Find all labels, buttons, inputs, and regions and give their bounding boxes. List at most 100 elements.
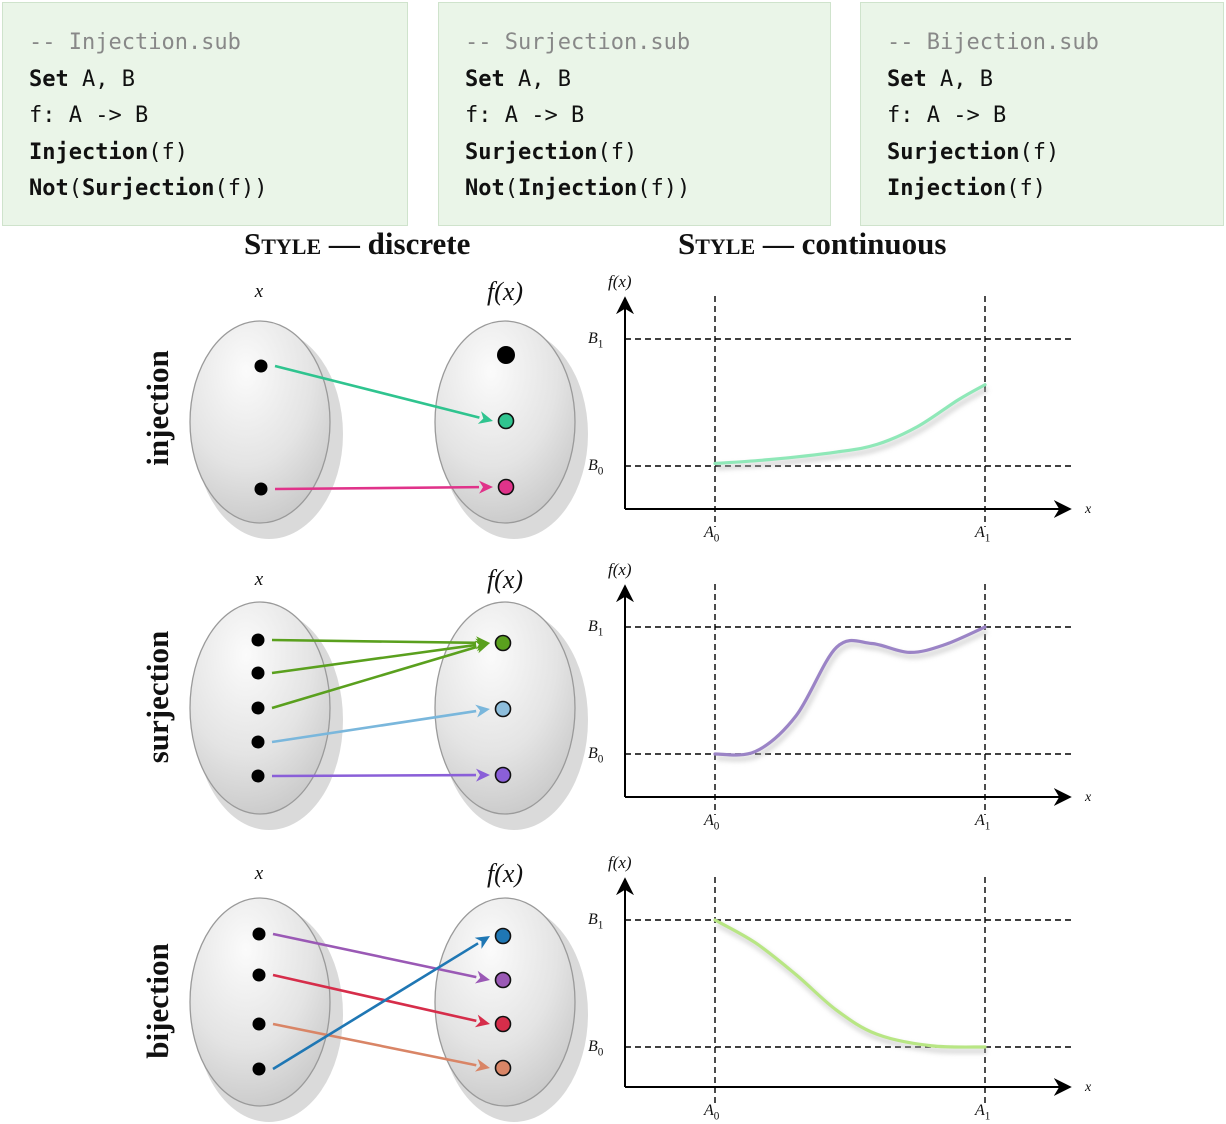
code-line: Set A, B — [465, 66, 571, 92]
a0-label: A0 — [703, 1102, 720, 1122]
mapping-arrow — [271, 773, 477, 778]
mapping-arrow — [274, 485, 480, 491]
domain-point — [252, 1062, 266, 1076]
arrow-head — [474, 970, 490, 984]
row-label: surjection — [140, 631, 175, 764]
codomain-point — [497, 412, 515, 430]
domain-label: x — [254, 569, 264, 590]
code-filename: -- Bijection.sub — [887, 30, 1099, 55]
mapping-arrow — [272, 1022, 477, 1067]
a0-label: A0 — [703, 812, 720, 832]
b1-label: B1 — [588, 618, 603, 638]
function-curve — [713, 625, 987, 757]
curve-shadow — [715, 921, 988, 1055]
mapping-arrow — [271, 709, 477, 744]
arrow-head — [477, 411, 493, 424]
row-bijection: bijection x f(x) f(x) x B1 B0 A0 A1 — [140, 853, 1092, 1122]
codomain-point — [494, 700, 512, 718]
domain-point — [252, 968, 266, 982]
domain-point — [251, 701, 265, 715]
domain-point — [251, 769, 265, 783]
row-surjection: surjection x f(x) f(x) x B1 B0 A0 A1 — [140, 560, 1092, 832]
code-line: f: A -> B — [887, 103, 1007, 128]
code-line: Injection(f) — [29, 139, 188, 165]
codomain-point — [494, 634, 512, 652]
b0-label: B0 — [588, 745, 604, 765]
codomain-point — [494, 1015, 512, 1033]
arrow-head — [474, 1014, 490, 1028]
plot-x-label: x — [1084, 1080, 1092, 1095]
codomain-label: f(x) — [487, 277, 523, 306]
title-continuous: Style — continuous — [678, 226, 947, 261]
codomain-point — [497, 478, 515, 496]
code-line: Set A, B — [29, 66, 135, 92]
plot-y-label: f(x) — [608, 272, 632, 291]
plot-y-label: f(x) — [608, 560, 632, 579]
code-line: f: A -> B — [465, 103, 585, 128]
arrow-head — [478, 480, 493, 494]
mapping-arrow — [272, 973, 477, 1023]
code-line: Not(Injection(f)) — [465, 176, 691, 201]
domain-label: x — [254, 863, 264, 884]
codomain-point — [494, 927, 512, 945]
domain-point — [251, 735, 265, 749]
mapping-arrow — [272, 942, 479, 1071]
arrow-head — [474, 640, 490, 654]
continuous-plot: f(x) x B1 B0 A0 A1 — [588, 853, 1092, 1122]
row-injection: injection x f(x) f(x) x B1 B0 A0 A1 — [140, 272, 1092, 544]
code-box-bijection: -- Bijection.sub Set A, B f: A -> B Surj… — [860, 2, 1224, 226]
domain-point — [251, 666, 265, 680]
codomain-label: f(x) — [487, 859, 523, 888]
code-filename: -- Surjection.sub — [465, 30, 691, 55]
domain-label: x — [254, 281, 264, 302]
code-line: Surjection(f) — [887, 139, 1060, 165]
code-box-injection: -- Injection.sub Set A, B f: A -> B Inje… — [2, 2, 408, 226]
code-line: Injection(f) — [887, 176, 1046, 201]
code-box-surjection: -- Surjection.sub Set A, B f: A -> B Sur… — [438, 2, 831, 226]
b0-label: B0 — [588, 457, 604, 477]
a0-label: A0 — [703, 524, 720, 544]
mapping-arrow — [272, 932, 477, 979]
codomain-point — [494, 971, 512, 989]
title-discrete: Style — discrete — [244, 226, 471, 261]
codomain-set — [434, 897, 576, 1107]
codomain-point — [494, 766, 512, 784]
function-curve — [713, 383, 987, 466]
continuous-plot: f(x) x B1 B0 A0 A1 — [588, 560, 1092, 832]
mapping-arrow — [274, 364, 480, 419]
mapping-arrow — [271, 645, 477, 710]
mapping-arrow — [271, 643, 477, 675]
code-filename: -- Injection.sub — [29, 30, 241, 55]
function-curve — [713, 918, 987, 1049]
a1-label: A1 — [974, 1102, 990, 1122]
b0-label: B0 — [588, 1038, 604, 1058]
domain-point — [254, 482, 268, 496]
b1-label: B1 — [588, 911, 603, 931]
plot-x-label: x — [1084, 790, 1092, 805]
arrow-head — [475, 704, 490, 718]
arrow-head — [475, 768, 490, 782]
code-line: Set A, B — [887, 66, 993, 92]
plot-y-label: f(x) — [608, 853, 632, 872]
domain-point — [251, 633, 265, 647]
a1-label: A1 — [974, 812, 990, 832]
row-label: bijection — [140, 943, 175, 1058]
code-line: Not(Surjection(f)) — [29, 176, 268, 201]
curve-shadow — [716, 386, 989, 471]
domain-point — [252, 927, 266, 941]
a1-label: A1 — [974, 524, 990, 544]
domain-point — [252, 1017, 266, 1031]
arrow-head — [474, 936, 490, 949]
continuous-plot: f(x) x B1 B0 A0 A1 — [588, 272, 1092, 544]
b1-label: B1 — [588, 330, 603, 350]
curve-shadow — [716, 628, 989, 762]
mapping-arrow — [271, 638, 477, 645]
codomain-point — [497, 346, 515, 364]
plot-x-label: x — [1084, 502, 1092, 517]
arrow-head — [474, 1058, 490, 1072]
domain-point — [254, 359, 268, 373]
code-line: f: A -> B — [29, 103, 149, 128]
row-label: injection — [140, 350, 175, 465]
codomain-point — [494, 1059, 512, 1077]
